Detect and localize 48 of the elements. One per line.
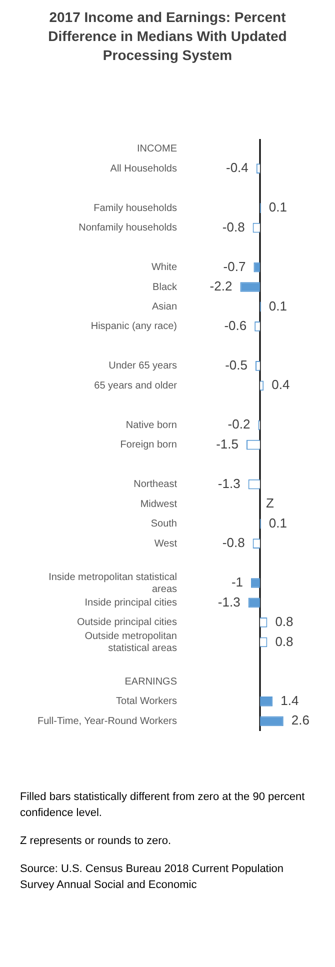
y-tick-label: Inside principal cities: [84, 597, 177, 608]
data-label: 1.4: [280, 692, 299, 708]
data-label: -1.3: [218, 594, 240, 610]
data-label: 0.8: [275, 634, 294, 649]
data-label: 2.6: [291, 712, 310, 728]
text: Z: [266, 496, 274, 511]
chart-title: 2017 Income and Earnings: Percent Difference in Medians With Updated Processing System: [47, 8, 288, 65]
text: Filled bars statistically different from zero at the 90 percent confidence level.: [20, 790, 306, 821]
y-tick-label: All Households: [110, 163, 177, 174]
source-note: Source: U.S. Census Bureau 2018 Current Population Survey Annual Social and Economic: [20, 862, 285, 893]
y-tick-label: Foreign born: [120, 440, 177, 451]
text: Z represents or rounds to zero.: [20, 834, 172, 849]
data-label: 0.4: [272, 377, 290, 392]
y-tick-label: Outside metropolitan statistical areas: [84, 630, 177, 654]
y-tick-label: White: [151, 262, 178, 274]
data-label: 0.1: [268, 298, 287, 314]
y-tick-label: Inside metropolitan statistical areas: [48, 572, 177, 595]
y-tick-label: West: [154, 538, 178, 550]
y-tick-label: Family households: [94, 202, 177, 214]
y-tick-label: Native born: [126, 420, 177, 431]
data-label: -0.5: [225, 358, 248, 373]
data-label: -1.5: [216, 436, 238, 452]
data-label: -1: [231, 574, 243, 590]
data-label: -0.4: [226, 160, 248, 176]
y-tick-label: Midwest: [140, 498, 178, 510]
y-tick-label: Under 65 years: [108, 360, 177, 372]
y-tick-label: Northeast: [134, 479, 178, 490]
data-label: -2.2: [210, 278, 232, 294]
data-label: 0.8: [275, 614, 294, 630]
y-tick-label: South: [150, 518, 177, 530]
y-tick-label: EARNINGS: [124, 676, 178, 688]
y-tick-label: Full-Time, Year-Round Workers: [38, 716, 177, 727]
data-label: 0.1: [268, 200, 287, 215]
data-label: 0.1: [268, 515, 287, 530]
y-tick-label: Nonfamily households: [78, 222, 177, 234]
data-label: -1.3: [218, 476, 240, 491]
y-tick-label: 65 years and older: [94, 380, 178, 392]
data-label: -0.8: [222, 219, 245, 234]
y-tick-label: Hispanic (any race): [90, 321, 177, 332]
data-label: -0.2: [228, 416, 250, 432]
y-tick-label: Total Workers: [116, 696, 177, 708]
y-tick-label: INCOME: [137, 144, 178, 155]
data-label: -0.8: [222, 535, 245, 550]
y-tick-label: Outside principal cities: [76, 617, 177, 628]
y-tick-label: Asian: [152, 301, 177, 312]
y-tick-label: Black: [152, 282, 178, 293]
data-label: -0.7: [223, 258, 246, 274]
data-label: -0.6: [224, 318, 247, 334]
